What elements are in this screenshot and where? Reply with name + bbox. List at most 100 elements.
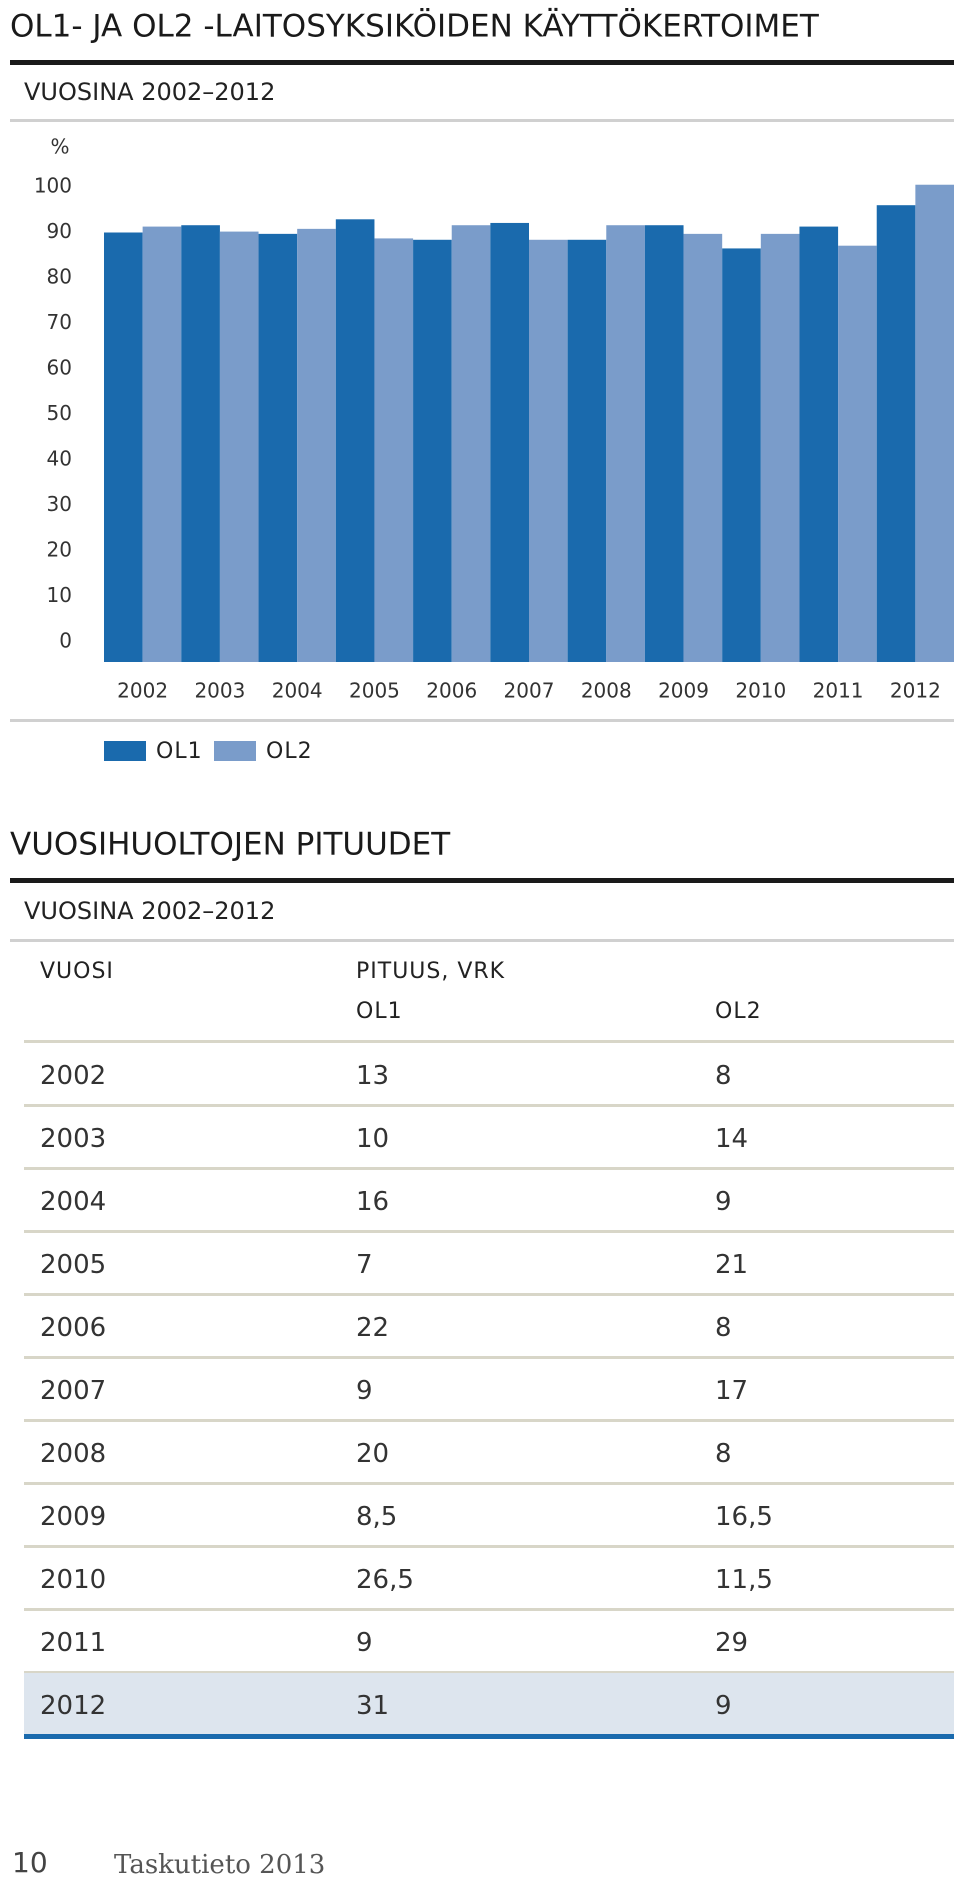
row-rule — [24, 1104, 954, 1107]
y-tick-label: 90 — [47, 219, 72, 243]
title-rule — [10, 60, 954, 65]
bar — [335, 219, 375, 662]
row-rule — [24, 1167, 954, 1170]
bar — [142, 226, 182, 662]
legend-swatch — [214, 741, 256, 761]
table-cell: 2006 — [40, 1313, 106, 1343]
section-title: VUOSIHUOLTOJEN PITUUDET — [10, 827, 451, 863]
table-cell: 9 — [356, 1628, 373, 1658]
table-cell: 17 — [715, 1376, 748, 1406]
bar — [567, 239, 607, 662]
table-cell: 8 — [715, 1313, 732, 1343]
row-rule — [24, 1734, 954, 1739]
row-rule — [24, 1419, 954, 1422]
table-cell: 2012 — [40, 1691, 106, 1721]
row-rule — [24, 1482, 954, 1485]
row-rule — [24, 1608, 954, 1611]
table-cell: 14 — [715, 1124, 748, 1154]
subtitle-rule — [10, 119, 954, 122]
x-tick-label: 2008 — [581, 679, 632, 703]
y-tick-label: 20 — [47, 538, 72, 562]
row-rule — [24, 1545, 954, 1548]
table-header: VUOSI — [40, 959, 114, 984]
y-tick-label: 30 — [47, 492, 72, 516]
legend-label: OL1 — [156, 739, 203, 764]
bar — [529, 239, 568, 662]
table-cell: 2007 — [40, 1376, 106, 1406]
x-tick-label: 2003 — [194, 679, 245, 703]
y-tick-label: 50 — [47, 401, 72, 425]
bar — [374, 238, 414, 663]
bar — [683, 233, 723, 663]
row-rule — [24, 1671, 954, 1674]
bar — [490, 222, 529, 662]
bar — [838, 245, 877, 662]
header-rule — [24, 1040, 954, 1043]
table-cell: 26,5 — [356, 1565, 414, 1595]
table-cell: 7 — [356, 1250, 373, 1280]
y-tick-label: 10 — [47, 583, 72, 607]
table-cell: 21 — [715, 1250, 748, 1280]
page-number: 10 — [12, 1846, 48, 1879]
x-tick-label: 2005 — [349, 679, 400, 703]
table-cell: 29 — [715, 1628, 748, 1658]
bar — [297, 228, 336, 663]
subtitle: VUOSINA 2002–2012 — [24, 78, 275, 106]
section-rule — [10, 878, 954, 883]
y-tick-label: 70 — [47, 310, 72, 334]
section-subtitle: VUOSINA 2002–2012 — [24, 897, 275, 925]
row-rule — [24, 1230, 954, 1233]
x-tick-label: 2009 — [658, 679, 709, 703]
bar — [722, 248, 761, 663]
x-tick-label: 2002 — [117, 679, 168, 703]
row-rule — [24, 1356, 954, 1359]
bar — [413, 239, 452, 662]
bar — [915, 184, 954, 662]
x-tick-label: 2006 — [426, 679, 477, 703]
bar — [181, 225, 220, 662]
table-cell: 20 — [356, 1439, 389, 1469]
y-tick-label: 0 — [59, 629, 72, 653]
x-tick-label: 2004 — [272, 679, 323, 703]
y-tick-label: 80 — [47, 265, 72, 289]
bar — [258, 233, 298, 663]
row-rule — [24, 1293, 954, 1296]
x-tick-label: 2010 — [735, 679, 786, 703]
table-cell: 11,5 — [715, 1565, 773, 1595]
legend-swatch — [104, 741, 146, 761]
table-cell: 2003 — [40, 1124, 106, 1154]
table-header: OL1 — [356, 999, 403, 1024]
table-cell: 10 — [356, 1124, 389, 1154]
table-cell: 2004 — [40, 1187, 106, 1217]
table-cell: 31 — [356, 1691, 389, 1721]
x-tick-label: 2007 — [504, 679, 555, 703]
table-cell: 16,5 — [715, 1502, 773, 1532]
y-tick-label: 100 — [34, 174, 72, 198]
row-highlight — [24, 1673, 954, 1736]
publication: Taskutieto 2013 — [114, 1850, 325, 1880]
table-cell: 9 — [715, 1187, 732, 1217]
bar — [104, 232, 143, 662]
bar — [606, 225, 645, 662]
table-cell: 13 — [356, 1061, 389, 1091]
x-tick-label: 2012 — [890, 679, 941, 703]
table-cell: 2005 — [40, 1250, 106, 1280]
table-cell: 2008 — [40, 1439, 106, 1469]
table-cell: 8 — [715, 1439, 732, 1469]
table-header: OL2 — [715, 999, 762, 1024]
table-cell: 2011 — [40, 1628, 106, 1658]
x-tick-label: 2011 — [813, 679, 864, 703]
y-tick-label: 60 — [47, 356, 72, 380]
bar — [876, 205, 916, 662]
table-cell: 8 — [715, 1061, 732, 1091]
bar — [451, 225, 491, 662]
table-header: PITUUS, VRK — [356, 959, 505, 984]
bar — [760, 233, 800, 663]
y-axis-label: % — [50, 135, 69, 159]
bar — [219, 231, 259, 662]
bar — [799, 226, 839, 662]
page-title: OL1- JA OL2 -LAITOSYKSIKÖIDEN KÄYTTÖKERT… — [10, 8, 820, 45]
table-cell: 8,5 — [356, 1502, 397, 1532]
chart-rule — [10, 719, 954, 722]
